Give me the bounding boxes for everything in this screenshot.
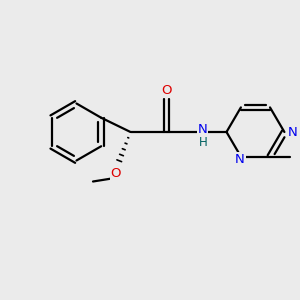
Text: N: N <box>198 122 207 136</box>
Text: H: H <box>199 136 208 149</box>
Text: O: O <box>161 84 172 97</box>
Text: N: N <box>288 125 298 139</box>
Text: O: O <box>110 167 121 180</box>
Text: N: N <box>235 153 245 166</box>
